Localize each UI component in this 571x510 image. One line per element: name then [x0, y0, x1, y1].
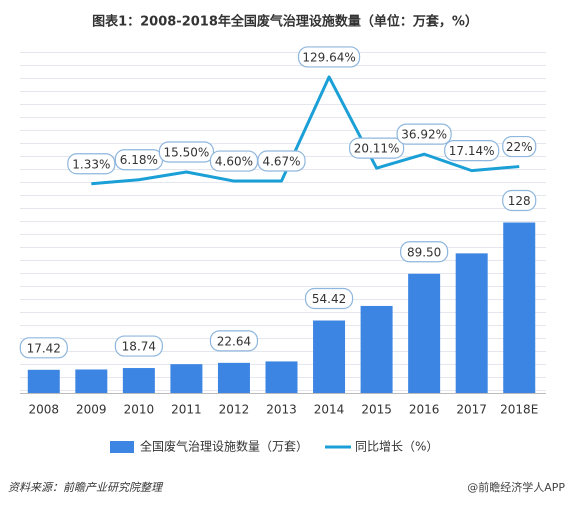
line-value-label: 36.92%: [401, 128, 447, 142]
line-value-label: 129.64%: [302, 50, 355, 64]
bar: [313, 320, 346, 393]
bar-value-label-box: [209, 330, 259, 352]
bar: [170, 364, 203, 393]
x-tick-label: 2018E: [500, 403, 538, 417]
line-value-label-box: [502, 135, 537, 158]
legend-label: 全国废气治理设施数量（万套）: [140, 439, 308, 454]
line-value-label-box: [348, 137, 405, 159]
x-tick-label: 2010: [124, 403, 155, 417]
legend-label: 同比增长（%）: [355, 440, 438, 454]
x-tick-label: 2008: [28, 403, 59, 417]
line-value-label: 20.11%: [354, 142, 400, 156]
line-value-label: 15.50%: [164, 145, 210, 159]
x-tick-label: 2014: [314, 403, 345, 417]
line-value-label-box: [67, 153, 116, 175]
line-value-label: 1.33%: [72, 157, 110, 171]
bar-value-label: 22.64: [217, 334, 251, 348]
line-value-label: 22%: [506, 140, 533, 154]
bar: [122, 368, 155, 393]
bar-value-label-box: [114, 335, 163, 357]
bar: [503, 222, 536, 393]
x-tick-label: 2011: [171, 403, 202, 417]
chart-title: 图表1：2008-2018年全国废气治理设施数量（单位：万套，%）: [92, 14, 478, 30]
x-tick-label: 2017: [456, 403, 487, 417]
bar-value-label: 89.50: [407, 245, 441, 259]
watermark: @前瞻经济学人APP: [467, 480, 565, 494]
bar-value-label-box: [304, 287, 354, 310]
bar: [455, 253, 488, 393]
line-value-label-box: [444, 140, 500, 162]
x-tick-label: 2012: [219, 403, 250, 417]
x-tick-label: 2015: [361, 403, 392, 417]
bar: [265, 361, 298, 393]
bar: [75, 369, 108, 393]
growth-line: [91, 75, 520, 186]
line-value-label-box: [297, 46, 361, 68]
x-tick-label: 2009: [76, 403, 107, 417]
x-tick-label: 2016: [409, 403, 440, 417]
x-tick-label: 2013: [266, 403, 297, 417]
bar-value-label-box: [400, 241, 449, 263]
line-value-label-box: [396, 123, 452, 145]
line-value-label: 6.18%: [120, 153, 158, 167]
bar: [408, 273, 441, 393]
bar: [217, 362, 250, 393]
line-value-label: 4.67%: [262, 154, 300, 168]
line-value-label: 4.60%: [215, 155, 253, 169]
bar-value-label-box: [19, 337, 68, 359]
bar: [360, 305, 393, 393]
line-value-label-box: [257, 150, 306, 172]
bar-value-label: 18.74: [122, 340, 156, 354]
bar: [27, 369, 60, 393]
bar-value-label: 54.42: [312, 292, 346, 306]
legend-swatch: [110, 441, 134, 453]
bar-value-label-box: [502, 189, 537, 212]
line-value-label-box: [158, 141, 215, 163]
line-value-label: 17.14%: [449, 144, 495, 158]
bar-value-label: 17.42: [27, 341, 61, 355]
source: 资料来源：前瞻产业研究院整理: [8, 481, 164, 494]
bar-value-label: 128: [508, 194, 531, 208]
